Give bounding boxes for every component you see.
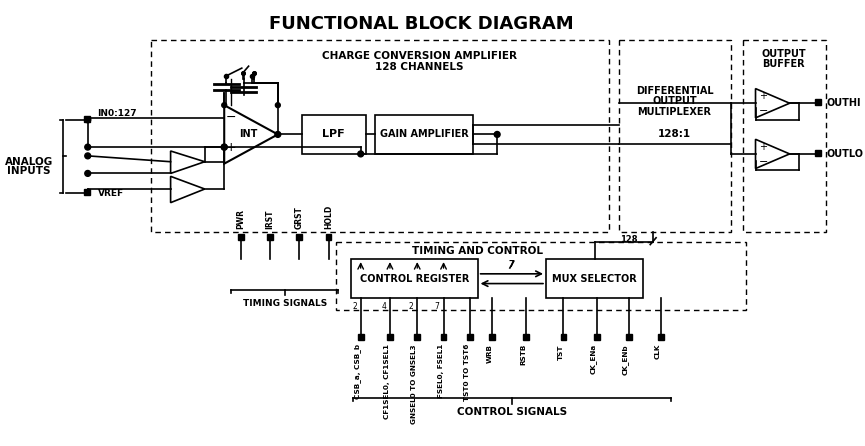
Bar	[325, 234, 331, 240]
Bar	[358, 334, 363, 340]
Bar	[467, 334, 473, 340]
Bar	[297, 234, 302, 240]
Circle shape	[85, 153, 91, 159]
Circle shape	[85, 144, 91, 150]
Text: 2: 2	[352, 302, 356, 311]
Bar	[658, 334, 663, 340]
Text: TST: TST	[557, 344, 563, 359]
Circle shape	[494, 132, 500, 137]
Text: CONTROL SIGNALS: CONTROL SIGNALS	[457, 407, 567, 417]
Text: WRB: WRB	[486, 344, 492, 363]
Text: −: −	[759, 157, 768, 167]
Text: IRST: IRST	[266, 210, 274, 229]
Bar	[84, 116, 90, 122]
Circle shape	[358, 151, 363, 157]
Text: VREF: VREF	[98, 190, 124, 198]
Text: PWR: PWR	[236, 209, 246, 229]
Polygon shape	[224, 105, 278, 164]
Text: −: −	[759, 106, 768, 116]
Circle shape	[221, 144, 227, 150]
Circle shape	[275, 103, 280, 107]
FancyBboxPatch shape	[302, 115, 366, 154]
Polygon shape	[170, 151, 205, 173]
FancyBboxPatch shape	[351, 259, 477, 298]
Text: CONTROL REGISTER: CONTROL REGISTER	[360, 274, 469, 284]
Text: GNSEL0 TO GNSEL3: GNSEL0 TO GNSEL3	[411, 344, 417, 424]
Bar	[523, 334, 529, 340]
Bar	[626, 334, 631, 340]
Text: ANALOG: ANALOG	[5, 157, 54, 167]
Bar	[267, 234, 273, 240]
Text: 7: 7	[435, 302, 439, 311]
Text: +: +	[759, 142, 767, 152]
Text: 4: 4	[381, 302, 386, 311]
Bar	[414, 334, 420, 340]
Text: GAIN AMPLIFIER: GAIN AMPLIFIER	[380, 129, 469, 140]
Text: 2: 2	[408, 302, 413, 311]
Text: INT: INT	[240, 129, 258, 140]
Bar	[387, 334, 393, 340]
Text: BUFFER: BUFFER	[762, 59, 805, 69]
Text: INPUTS: INPUTS	[8, 166, 51, 177]
Text: CLK: CLK	[655, 344, 661, 359]
Text: 128:1: 128:1	[658, 129, 691, 140]
Text: TIMING AND CONTROL: TIMING AND CONTROL	[413, 246, 543, 256]
Text: DIFFERENTIAL: DIFFERENTIAL	[636, 86, 714, 95]
Circle shape	[221, 144, 227, 150]
FancyBboxPatch shape	[546, 259, 644, 298]
Bar	[815, 150, 821, 156]
Polygon shape	[170, 176, 205, 202]
Text: −: −	[226, 112, 236, 124]
Text: CF1SEL0, CF1SEL1: CF1SEL0, CF1SEL1	[384, 344, 390, 419]
Text: OUTHI: OUTHI	[827, 98, 862, 108]
Text: GRST: GRST	[295, 206, 304, 229]
Text: CHARGE CONVERSION AMPLIFIER: CHARGE CONVERSION AMPLIFIER	[322, 51, 516, 62]
Text: CK_ENb: CK_ENb	[622, 344, 629, 375]
Text: FSEL0, FSEL1: FSEL0, FSEL1	[438, 344, 444, 398]
Text: OUTPUT: OUTPUT	[761, 49, 806, 58]
Text: +: +	[759, 91, 767, 101]
Text: LPF: LPF	[322, 129, 345, 140]
FancyBboxPatch shape	[375, 115, 473, 154]
Circle shape	[275, 132, 281, 137]
Bar	[490, 334, 496, 340]
Text: 7: 7	[509, 260, 515, 268]
Bar	[84, 189, 90, 195]
Bar	[440, 334, 446, 340]
Bar	[561, 334, 567, 340]
Bar	[815, 99, 821, 105]
Circle shape	[85, 117, 91, 123]
Text: IN0:127: IN0:127	[98, 109, 138, 119]
Polygon shape	[755, 139, 790, 169]
Text: TIMING SIGNALS: TIMING SIGNALS	[242, 298, 327, 308]
Text: FUNCTIONAL BLOCK DIAGRAM: FUNCTIONAL BLOCK DIAGRAM	[269, 15, 573, 33]
Text: 128 CHANNELS: 128 CHANNELS	[375, 62, 464, 72]
Text: +: +	[226, 140, 236, 153]
Circle shape	[85, 170, 91, 176]
Text: MUX SELECTOR: MUX SELECTOR	[552, 274, 637, 284]
Text: TST0 TO TST6: TST0 TO TST6	[464, 344, 470, 401]
Bar	[593, 334, 599, 340]
Bar	[238, 234, 244, 240]
Text: CK_ENa: CK_ENa	[590, 344, 597, 374]
Text: MULTIPLEXER: MULTIPLEXER	[638, 107, 712, 117]
Text: OUTPUT: OUTPUT	[652, 96, 697, 106]
Text: HOLD: HOLD	[324, 205, 333, 229]
Text: RSTB: RSTB	[521, 344, 527, 365]
Text: CSB_a, CSB_b: CSB_a, CSB_b	[354, 344, 361, 399]
Polygon shape	[755, 89, 790, 118]
Text: OUTLO: OUTLO	[827, 149, 863, 159]
Circle shape	[221, 103, 227, 107]
Text: 128: 128	[620, 235, 638, 244]
